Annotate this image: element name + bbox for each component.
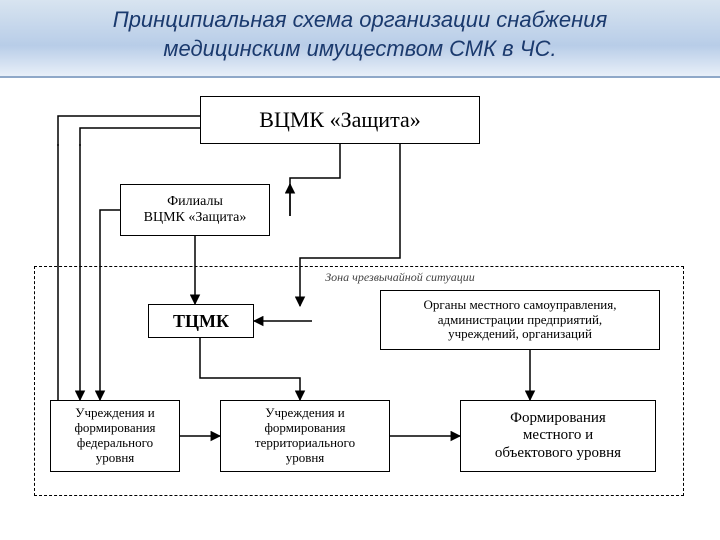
node-label: ТЦМК bbox=[173, 311, 229, 332]
node-n2: ФилиалыВЦМК «Защита» bbox=[120, 184, 270, 236]
title-line-2: медицинским имуществом СМК в ЧС. bbox=[163, 36, 556, 61]
edge bbox=[80, 128, 200, 146]
node-label: ВЦМК «Защита» bbox=[259, 107, 420, 132]
title-line-1: Принципиальная схема организации снабжен… bbox=[113, 7, 608, 32]
node-label: Органы местного самоуправления,администр… bbox=[424, 298, 617, 343]
emergency-zone-label: Зона чрезвычайной ситуации bbox=[300, 270, 500, 285]
node-label: Учреждения иформированиятерриториального… bbox=[255, 406, 355, 466]
node-n7: Формированияместного иобъектового уровня bbox=[460, 400, 656, 472]
slide-title: Принципиальная схема организации снабжен… bbox=[0, 6, 720, 63]
node-n1: ВЦМК «Защита» bbox=[200, 96, 480, 144]
node-n3: ТЦМК bbox=[148, 304, 254, 338]
node-n6: Учреждения иформированиятерриториального… bbox=[220, 400, 390, 472]
node-label: ФилиалыВЦМК «Защита» bbox=[144, 194, 247, 226]
node-label: Учреждения иформированияфедеральногоуров… bbox=[74, 406, 155, 466]
diagram-canvas: Зона чрезвычайной ситуации ВЦМК «Защита»… bbox=[0, 78, 720, 540]
edge bbox=[58, 116, 200, 146]
edge bbox=[290, 144, 340, 216]
node-label: Формированияместного иобъектового уровня bbox=[495, 410, 621, 462]
node-n5: Учреждения иформированияфедеральногоуров… bbox=[50, 400, 180, 472]
node-n4: Органы местного самоуправления,администр… bbox=[380, 290, 660, 350]
slide-header: Принципиальная схема организации снабжен… bbox=[0, 0, 720, 78]
